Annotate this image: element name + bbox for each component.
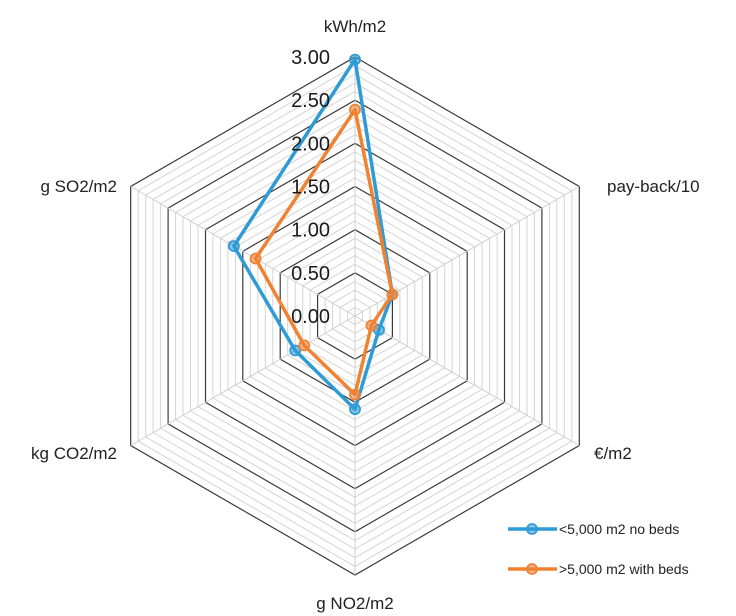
series-2 bbox=[249, 103, 399, 401]
axis-spoke bbox=[130, 315, 356, 446]
series-point bbox=[227, 240, 240, 253]
series-point bbox=[289, 344, 302, 357]
tick-label: 1.50 bbox=[291, 177, 330, 199]
legend-marker bbox=[526, 563, 538, 575]
series-point bbox=[349, 103, 361, 116]
series-point bbox=[349, 403, 361, 416]
axis-label-co2: kg CO2/m2 bbox=[31, 444, 117, 463]
tick-label: 1.00 bbox=[291, 220, 330, 242]
tick-label: 2.50 bbox=[291, 90, 330, 112]
axis-spoke bbox=[354, 315, 580, 446]
radial-tick-labels: 0.00 0.50 1.00 1.50 2.00 2.50 3.00 bbox=[291, 47, 330, 328]
legend-label: <5,000 m2 no beds bbox=[559, 521, 679, 537]
axis-spoke bbox=[130, 186, 356, 317]
tick-label: 2.00 bbox=[291, 133, 330, 155]
legend-marker bbox=[526, 523, 538, 535]
axis-label-kwh: kWh/m2 bbox=[324, 17, 386, 36]
tick-label: 0.50 bbox=[291, 263, 330, 285]
series-point bbox=[298, 339, 311, 352]
series-point bbox=[365, 319, 378, 332]
series-point bbox=[349, 53, 361, 66]
axis-label-so2: g SO2/m2 bbox=[40, 177, 117, 196]
legend-item: <5,000 m2 no beds bbox=[508, 521, 679, 537]
tick-label: 0.00 bbox=[291, 306, 330, 328]
axis-label-payback: pay-back/10 bbox=[607, 177, 700, 196]
series-point bbox=[249, 252, 262, 265]
axis-label-cost: €/m2 bbox=[594, 444, 632, 463]
legend: <5,000 m2 no beds >5,000 m2 with beds bbox=[508, 521, 689, 577]
series-point bbox=[386, 288, 399, 301]
tick-label: 3.00 bbox=[291, 47, 330, 69]
series-layer bbox=[227, 53, 399, 416]
legend-item: >5,000 m2 with beds bbox=[508, 561, 689, 577]
axis-labels: kWh/m2 pay-back/10 €/m2 g NO2/m2 kg CO2/… bbox=[31, 17, 700, 613]
series-point bbox=[349, 388, 361, 401]
axis-label-no2: g NO2/m2 bbox=[316, 594, 393, 613]
legend-label: >5,000 m2 with beds bbox=[559, 561, 689, 577]
